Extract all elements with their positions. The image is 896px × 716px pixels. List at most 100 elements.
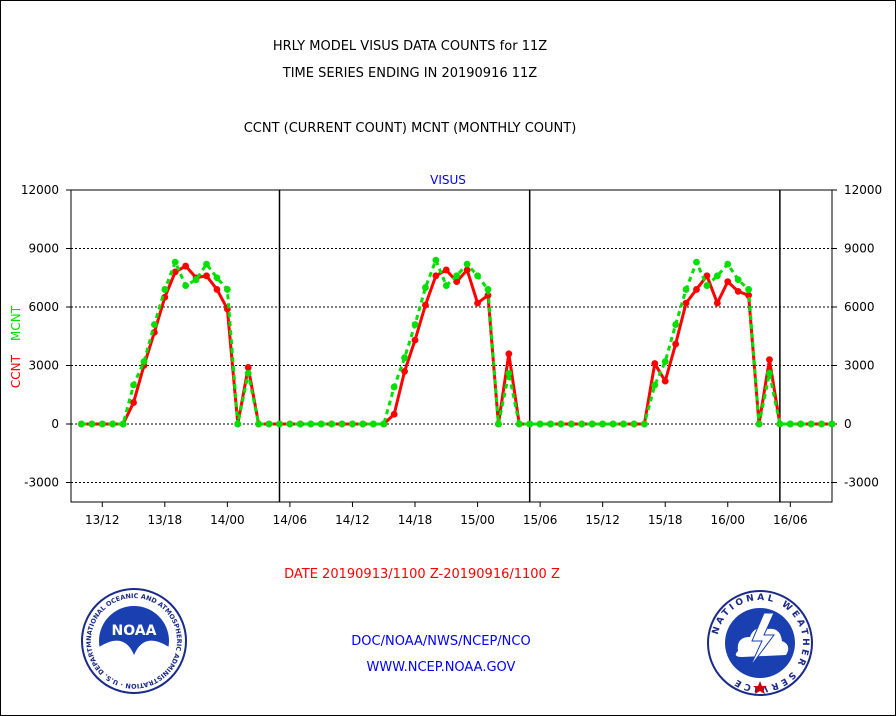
- data-point-mcnt: [192, 276, 200, 284]
- data-point-mcnt: [567, 420, 575, 428]
- x-ticks: 13/12 13/18 14/00 14/06 14/12 14/18 15/00 15/06…: [85, 502, 808, 527]
- website-link[interactable]: WWW.NCEP.NOAA.GOV: [367, 660, 516, 675]
- data-point-mcnt: [588, 420, 596, 428]
- data-point-mcnt: [547, 420, 554, 428]
- y-tick-label-left: 0: [51, 417, 59, 431]
- data-point-ccnt: [724, 278, 732, 286]
- x-tick-label: 14/06: [273, 513, 308, 527]
- data-point-ccnt: [432, 272, 440, 280]
- y-tick-label-left: 9000: [28, 242, 59, 256]
- data-point-mcnt: [474, 272, 481, 280]
- y-ticks-left: -3000 0 3000 6000 9000 12000: [21, 183, 71, 490]
- data-point-ccnt: [505, 350, 513, 358]
- star-icon: [753, 681, 767, 694]
- x-tick-label: 14/12: [335, 513, 370, 527]
- data-point-mcnt: [557, 420, 565, 428]
- data-point-mcnt: [223, 286, 231, 293]
- data-point-ccnt: [244, 364, 252, 371]
- x-tick-label: 14/00: [210, 513, 245, 527]
- date-range-text: DATE 20190913/1100 Z-20190916/1100 Z: [284, 567, 560, 582]
- data-point-mcnt: [359, 420, 367, 428]
- data-point-mcnt: [693, 258, 700, 266]
- data-point-mcnt: [182, 282, 190, 289]
- data-point-ccnt: [213, 286, 221, 293]
- data-point-ccnt: [422, 301, 429, 309]
- y-tick-label-left: 3000: [28, 359, 59, 373]
- chart-title-line1: HRLY MODEL VISUS DATA COUNTS for 11Z: [273, 39, 547, 54]
- data-point-mcnt: [536, 420, 544, 428]
- x-tick-label: 15/06: [523, 513, 558, 527]
- x-tick-label: 15/00: [460, 513, 495, 527]
- data-point-mcnt: [620, 420, 627, 428]
- data-point-ccnt: [171, 268, 179, 276]
- data-point-mcnt: [484, 286, 492, 293]
- data-point-mcnt: [119, 420, 127, 428]
- data-point-mcnt: [786, 420, 794, 428]
- data-point-mcnt: [578, 420, 586, 428]
- data-point-mcnt: [140, 358, 148, 365]
- data-point-mcnt: [755, 420, 763, 428]
- data-point-ccnt: [693, 286, 700, 293]
- data-point-ccnt: [453, 278, 461, 286]
- data-point-mcnt: [296, 420, 304, 428]
- data-point-mcnt: [317, 420, 325, 428]
- y-axis-label-ccnt: CCNT: [9, 354, 23, 388]
- data-point-mcnt: [745, 286, 753, 293]
- x-tick-label: 13/18: [148, 513, 183, 527]
- data-point-mcnt: [88, 420, 96, 428]
- data-point-mcnt: [703, 282, 711, 289]
- data-point-mcnt: [401, 354, 408, 362]
- data-point-ccnt: [442, 266, 450, 274]
- data-point-mcnt: [422, 284, 429, 291]
- data-point-mcnt: [807, 420, 815, 428]
- data-point-ccnt: [401, 367, 408, 375]
- data-point-mcnt: [349, 420, 356, 428]
- panel-label: VISUS: [430, 173, 466, 187]
- data-point-mcnt: [734, 276, 742, 284]
- data-point-mcnt: [286, 420, 294, 428]
- y-tick-label-right: 0: [844, 417, 852, 431]
- y-axis-label-mcnt: MCNT: [9, 305, 23, 341]
- data-point-mcnt: [651, 381, 659, 389]
- data-point-mcnt: [203, 260, 210, 268]
- data-point-ccnt: [734, 288, 742, 295]
- data-point-mcnt: [244, 369, 252, 377]
- data-point-mcnt: [380, 420, 388, 428]
- series-line-ccnt: [81, 264, 832, 426]
- data-point-mcnt: [234, 420, 242, 428]
- y-tick-label-left: 12000: [21, 183, 59, 197]
- data-point-mcnt: [828, 420, 836, 428]
- grid-lines: [71, 248, 832, 483]
- x-tick-label: 14/18: [398, 513, 433, 527]
- data-point-mcnt: [776, 420, 784, 428]
- y-tick-label-left: 6000: [28, 300, 59, 314]
- org-path-text: DOC/NOAA/NWS/NCEP/NCO: [351, 634, 530, 649]
- data-point-mcnt: [78, 420, 85, 428]
- data-point-mcnt: [307, 420, 315, 428]
- plot-border: [70, 189, 833, 503]
- data-point-mcnt: [515, 420, 523, 428]
- chart-title-line3: CCNT (CURRENT COUNT) MCNT (MONTHLY COUNT…: [244, 121, 577, 136]
- data-point-ccnt: [682, 299, 690, 307]
- data-point-mcnt: [724, 260, 732, 268]
- noaa-logo: NATIONAL OCEANIC AND ATMOSPHERIC ADMINIS…: [81, 588, 187, 694]
- x-tick-label: 16/06: [773, 513, 808, 527]
- data-point-mcnt: [609, 420, 617, 428]
- data-point-ccnt: [661, 377, 669, 385]
- data-point-mcnt: [713, 272, 721, 280]
- data-point-mcnt: [766, 369, 773, 377]
- data-point-mcnt: [265, 420, 273, 428]
- data-point-mcnt: [98, 420, 106, 428]
- data-point-mcnt: [432, 256, 440, 264]
- data-point-mcnt: [109, 420, 117, 428]
- y-axis-label: CCNT MCNT: [9, 305, 23, 388]
- data-point-mcnt: [463, 260, 471, 268]
- data-point-ccnt: [203, 272, 210, 280]
- data-point-mcnt: [338, 420, 346, 428]
- data-point-mcnt: [797, 420, 805, 428]
- noaa-bird-icon: [99, 640, 169, 678]
- nws-logo: NATIONAL WEATHER SERVICE: [707, 590, 813, 696]
- data-point-mcnt: [599, 420, 607, 428]
- x-tick-label: 15/12: [585, 513, 620, 527]
